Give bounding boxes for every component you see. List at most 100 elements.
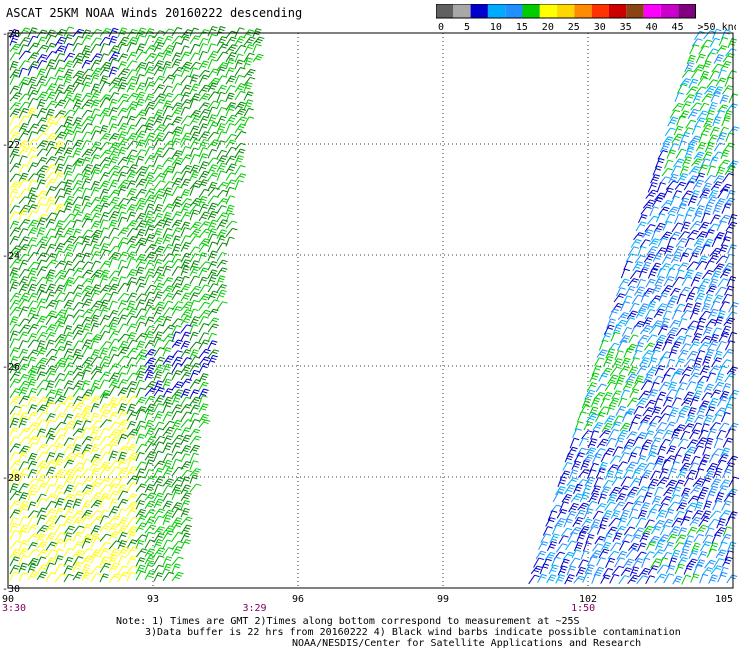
wind-barb [664,541,675,552]
wind-barb [677,438,689,447]
wind-barb [9,378,21,388]
wind-barb [108,45,120,55]
wind-barb [595,411,606,423]
wind-barb [108,276,119,286]
wind-barb [99,81,111,92]
wind-barb [171,253,181,263]
wind-barb [18,524,29,535]
wind-barb [563,518,573,528]
wind-barb [126,281,137,292]
wind-barb [645,541,656,551]
wind-barb [717,104,729,113]
wind-barb [153,572,164,582]
wind-barb [18,204,31,215]
wind-barb [171,451,183,461]
wind-barb [27,146,38,157]
wind-barb [576,411,587,422]
wind-barb [18,412,29,423]
wind-barb [189,209,199,221]
wind-barb [27,131,38,142]
wind-barb [81,92,93,102]
wind-barb [716,45,728,54]
wind-barb [171,35,184,45]
wind-barb [72,436,83,446]
wind-barb [681,453,692,464]
wind-barb [673,424,686,433]
wind-barb [652,341,664,352]
wind-barb [117,307,130,317]
wind-barb [153,124,166,134]
wind-barb [590,430,599,440]
wind-barb [153,498,164,509]
wind-barb [99,362,110,373]
wind-barb [180,146,191,156]
wind-barb [36,498,47,509]
wind-barb [90,243,101,255]
wind-barb [207,43,217,53]
wind-barb [663,276,675,287]
wind-barb [144,77,154,87]
wind-barb [189,356,201,366]
wind-barb [36,283,47,295]
wind-barb [663,187,674,199]
wind-barb [723,231,733,241]
wind-barb [9,281,19,292]
wind-barb [606,404,616,416]
wind-barb [162,411,174,422]
wind-barb [189,35,201,45]
wind-barb [692,92,703,104]
wind-barb [670,287,681,297]
wind-barb [207,164,218,175]
wind-barb [144,500,156,510]
wind-barb [610,331,621,342]
wind-barb [171,266,183,276]
wind-barb [698,429,709,440]
wind-barb [135,332,148,342]
wind-barb [108,411,119,422]
wind-barb [207,340,218,350]
wind-barb [117,131,128,141]
wind-barb [709,126,720,137]
wind-barb [45,508,56,518]
wind-barb [117,498,128,509]
wind-barb [54,484,64,494]
wind-barb [81,213,92,223]
lon-label: 105 [715,594,733,605]
wind-barb [45,122,58,133]
wind-barb [560,527,573,537]
wind-barb [81,427,92,438]
wind-barb [225,172,236,181]
wind-barb [668,526,681,536]
wind-barb [45,475,57,486]
wind-barb [144,371,155,381]
wind-barb [189,444,201,454]
wind-barb [126,220,138,229]
wind-barb [659,524,671,536]
wind-barb [108,27,119,37]
wind-barb [586,500,598,511]
wind-barb [198,123,209,134]
wind-barb [647,182,658,193]
wind-barb [617,429,629,440]
wind-barb [63,130,74,140]
wind-barb [180,36,190,46]
wind-barb [180,404,192,413]
wind-barb [144,554,156,565]
wind-barb [198,293,211,303]
wind-barb [27,173,39,182]
wind-barb [72,228,82,238]
wind-barb [63,187,73,197]
wind-barb [678,317,688,328]
colorbar-segment [643,4,661,18]
wind-barb [90,220,101,230]
wind-barb [162,157,175,166]
wind-barb [636,278,646,289]
wind-barb [180,516,193,526]
wind-barb [643,253,656,263]
wind-barb [171,331,181,343]
wind-barb [612,446,624,457]
wind-barb [171,394,182,406]
wind-barb [697,460,707,471]
wind-barb [126,251,137,261]
wind-barb [593,477,604,488]
